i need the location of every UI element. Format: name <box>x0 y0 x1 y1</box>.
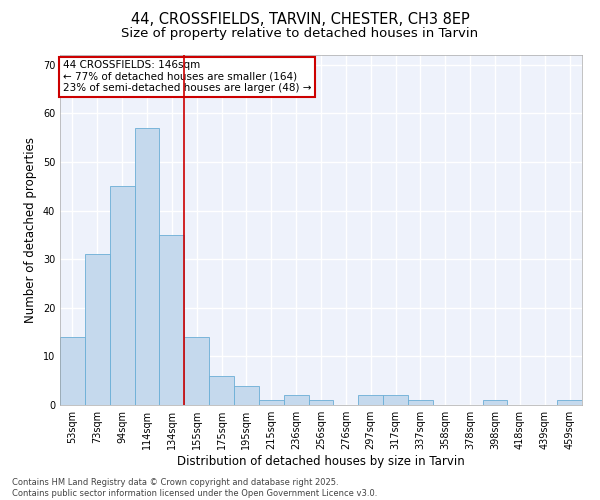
Bar <box>134 128 160 405</box>
Bar <box>358 396 383 405</box>
Text: Contains HM Land Registry data © Crown copyright and database right 2025.
Contai: Contains HM Land Registry data © Crown c… <box>12 478 377 498</box>
Y-axis label: Number of detached properties: Number of detached properties <box>24 137 37 323</box>
Bar <box>284 396 308 405</box>
X-axis label: Distribution of detached houses by size in Tarvin: Distribution of detached houses by size … <box>177 455 465 468</box>
Text: 44, CROSSFIELDS, TARVIN, CHESTER, CH3 8EP: 44, CROSSFIELDS, TARVIN, CHESTER, CH3 8E… <box>131 12 469 28</box>
Bar <box>234 386 259 405</box>
Bar <box>557 400 582 405</box>
Bar <box>259 400 284 405</box>
Text: Size of property relative to detached houses in Tarvin: Size of property relative to detached ho… <box>121 28 479 40</box>
Bar <box>60 337 85 405</box>
Bar <box>85 254 110 405</box>
Bar <box>408 400 433 405</box>
Bar <box>110 186 134 405</box>
Bar <box>383 396 408 405</box>
Bar <box>184 337 209 405</box>
Text: 44 CROSSFIELDS: 146sqm
← 77% of detached houses are smaller (164)
23% of semi-de: 44 CROSSFIELDS: 146sqm ← 77% of detached… <box>62 60 311 94</box>
Bar <box>209 376 234 405</box>
Bar <box>160 235 184 405</box>
Bar <box>308 400 334 405</box>
Bar <box>482 400 508 405</box>
